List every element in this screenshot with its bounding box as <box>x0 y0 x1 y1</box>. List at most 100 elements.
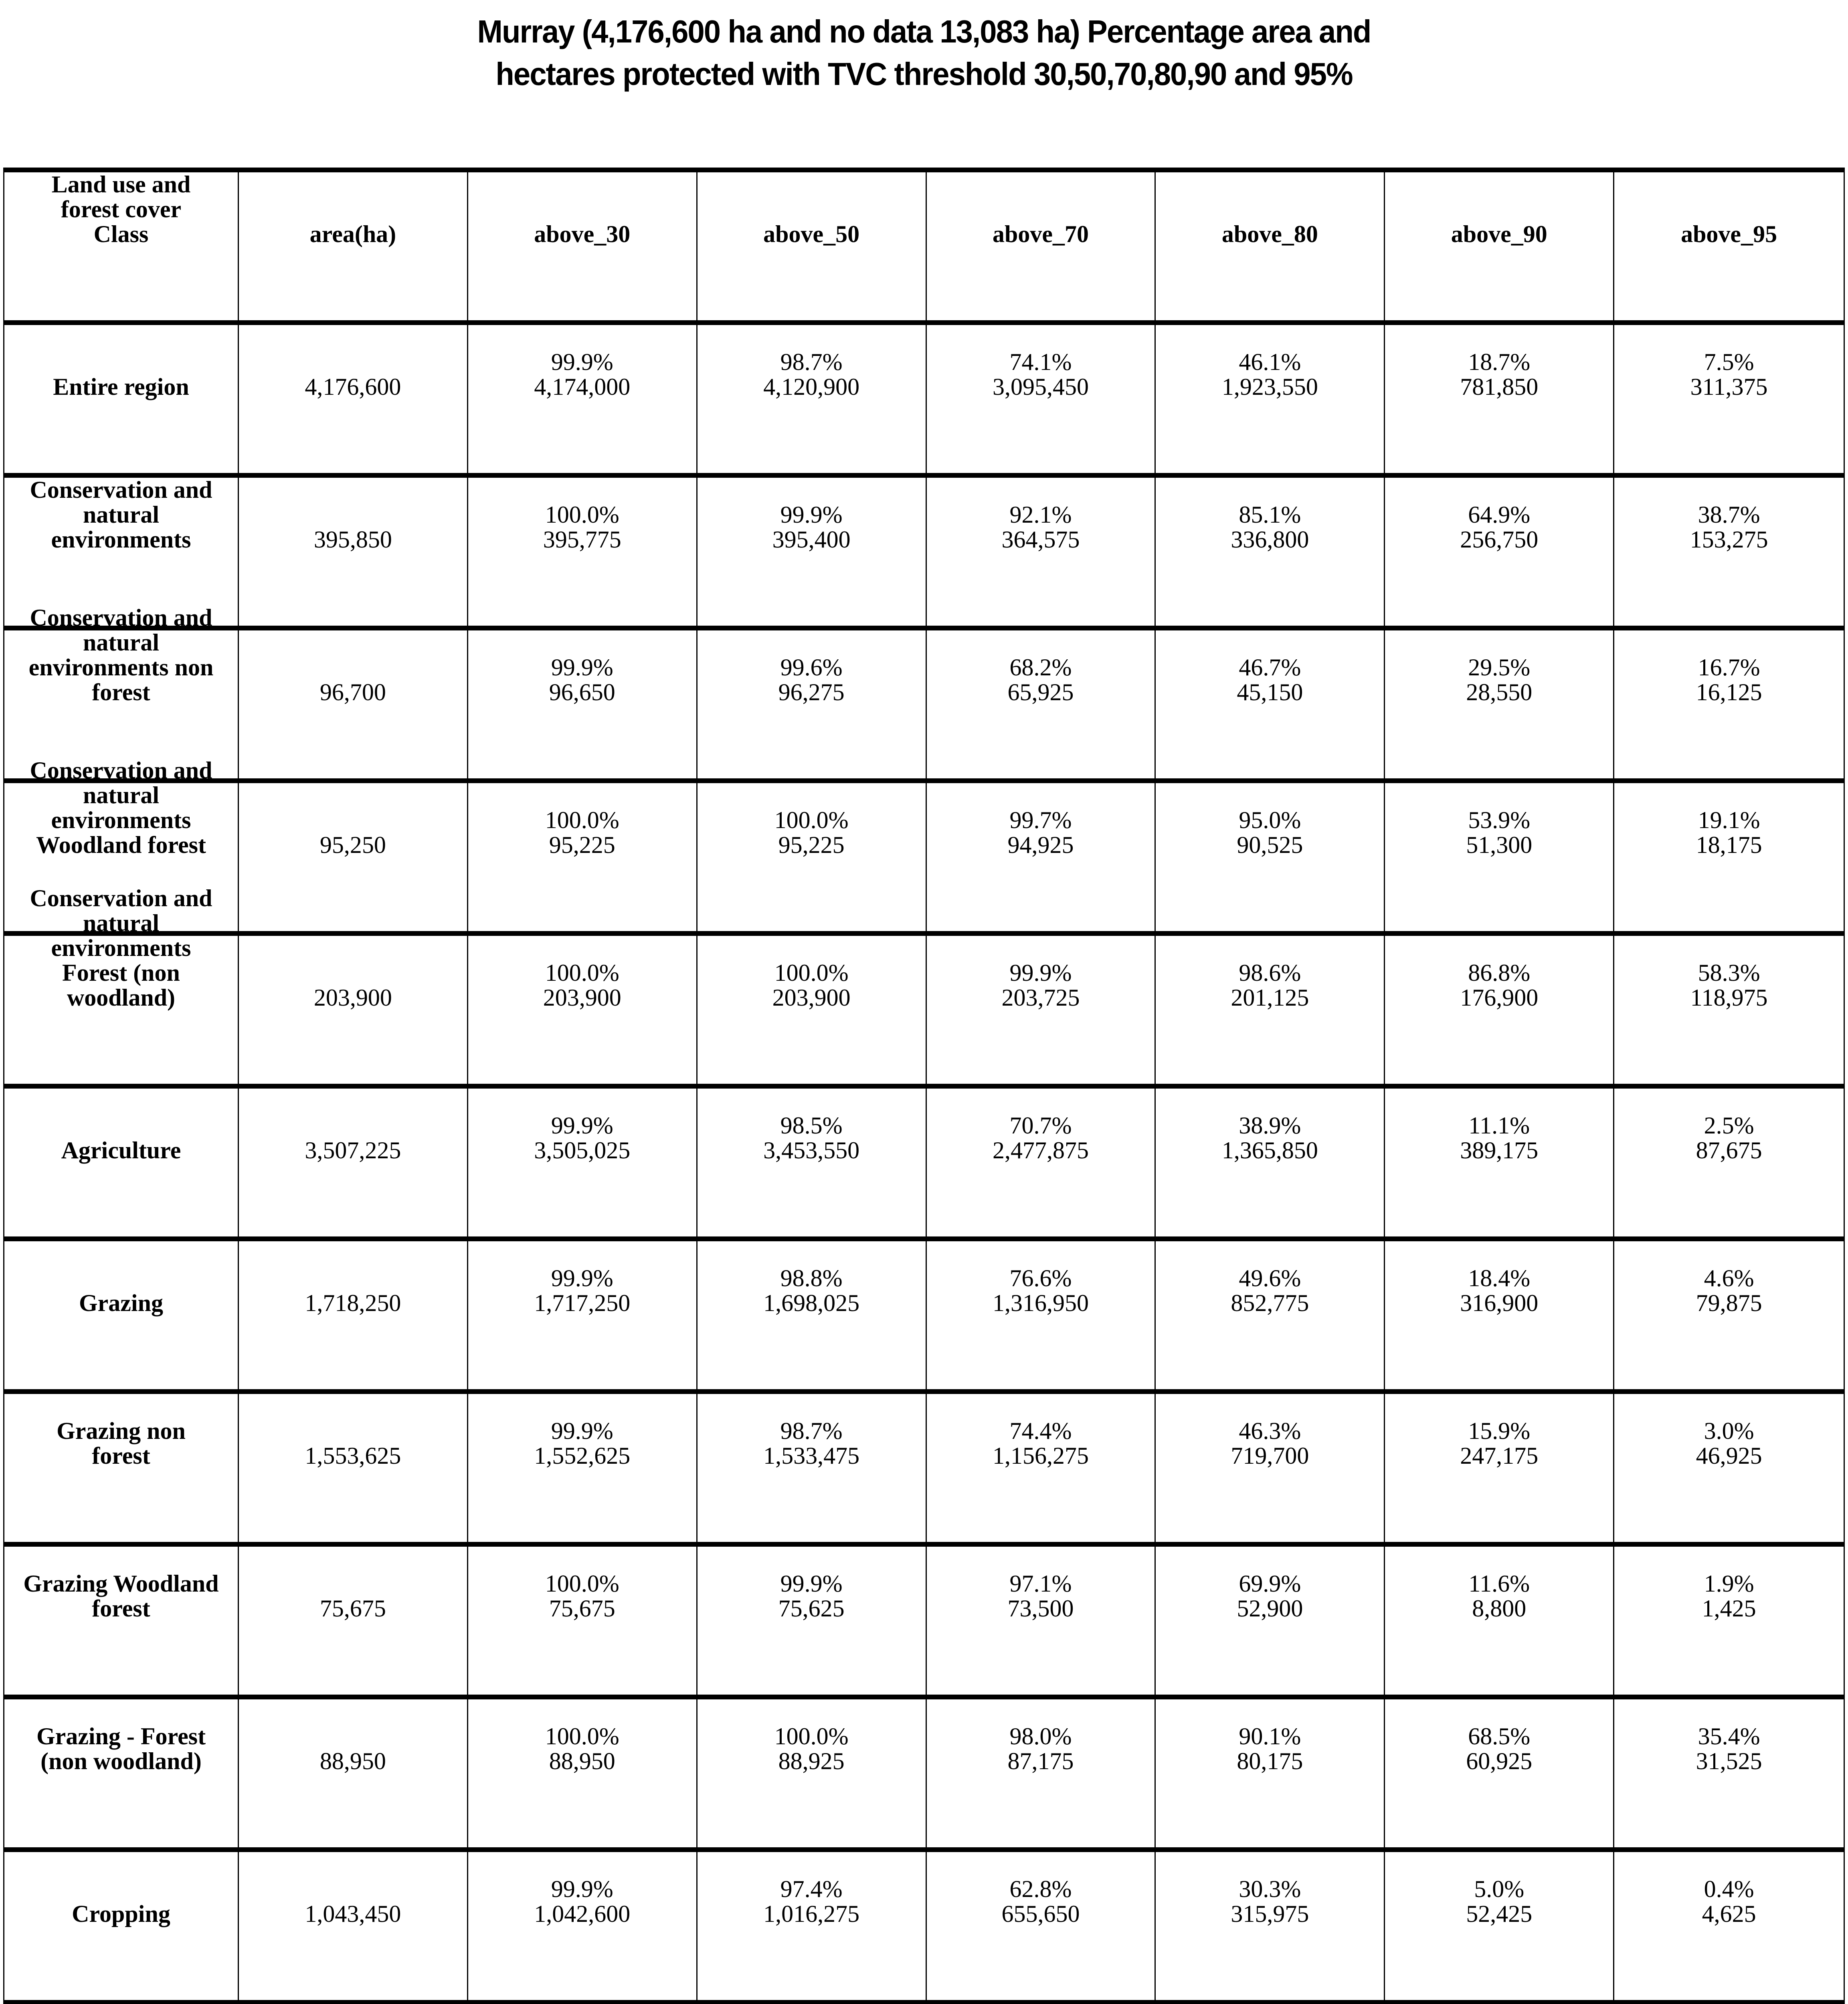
column-header-text: above_80 <box>1221 221 1318 247</box>
data-cell-text: 11.6% 8,800 <box>1468 1570 1530 1622</box>
data-cell: 46.1% 1,923,550 <box>1156 325 1385 473</box>
data-cell-text: 5.0% 52,425 <box>1466 1876 1533 1927</box>
data-cell: 38.9% 1,365,850 <box>1156 1089 1385 1236</box>
column-header: above_30 <box>468 172 698 320</box>
data-cell: 74.4% 1,156,275 <box>927 1394 1156 1542</box>
data-cell-text: 98.8% 1,698,025 <box>763 1265 860 1316</box>
row-label-text: Grazing Woodland forest <box>23 1570 219 1622</box>
data-cell-text: 99.9% 203,725 <box>1001 960 1080 1011</box>
data-cell-text: 98.5% 3,453,550 <box>763 1112 860 1164</box>
data-cell-text: 64.9% 256,750 <box>1460 501 1539 553</box>
table-row: Grazing non forest 1,553,625 99.9% 1,552,6… <box>3 1389 1845 1542</box>
table-row: Conservation and natural environments 395… <box>3 473 1845 626</box>
row-label: Grazing non forest <box>4 1394 239 1542</box>
data-cell-text: 99.9% 4,174,000 <box>534 349 631 400</box>
data-cell: 38.7% 153,275 <box>1614 478 1844 626</box>
data-cell: 100.0% 75,675 <box>468 1547 698 1695</box>
data-cell: 99.9% 1,717,250 <box>468 1241 698 1389</box>
row-label-text: Cropping <box>72 1901 170 1927</box>
column-header: area(ha) <box>239 172 468 320</box>
table-row: Cropping 1,043,450 99.9% 1,042,600 97.4% 1,… <box>3 1847 1845 2000</box>
data-cell: 7.5% 311,375 <box>1614 325 1844 473</box>
data-cell: 99.9% 4,174,000 <box>468 325 698 473</box>
data-cell-text: 3.0% 46,925 <box>1696 1418 1762 1469</box>
data-cell-text: 97.4% 1,016,275 <box>763 1876 860 1927</box>
row-label-text: Grazing <box>79 1290 163 1316</box>
area-cell: 3,507,225 <box>239 1089 468 1236</box>
area-cell-text: 96,700 <box>319 679 386 705</box>
row-label-text: Entire region <box>53 374 189 400</box>
column-header-class: Land use and forest cover Class <box>4 172 239 320</box>
data-cell-text: 76.6% 1,316,950 <box>992 1265 1089 1316</box>
row-label: Grazing - Forest (non woodland) <box>4 1699 239 1847</box>
area-cell: 95,250 <box>239 783 468 931</box>
data-cell-text: 85.1% 336,800 <box>1231 501 1309 553</box>
data-cell: 11.1% 389,175 <box>1385 1089 1615 1236</box>
data-cell-text: 62.8% 655,650 <box>1001 1876 1080 1927</box>
data-cell-text: 2.5% 87,675 <box>1696 1112 1762 1164</box>
report-title: Murray (4,176,600 ha and no data 13,083 … <box>0 10 1848 95</box>
data-cell: 64.9% 256,750 <box>1385 478 1615 626</box>
column-header-text: area(ha) <box>309 221 396 247</box>
data-cell: 92.1% 364,575 <box>927 478 1156 626</box>
data-cell-text: 46.1% 1,923,550 <box>1221 349 1318 400</box>
data-cell: 99.9% 1,042,600 <box>468 1852 698 2000</box>
data-cell-text: 19.1% 18,175 <box>1696 807 1762 858</box>
row-label-text: Conservation and natural environments <box>30 477 212 553</box>
data-cell: 99.6% 96,275 <box>698 630 927 778</box>
data-cell-text: 98.0% 87,175 <box>1007 1723 1074 1774</box>
data-cell: 100.0% 203,900 <box>468 936 698 1084</box>
data-cell: 18.4% 316,900 <box>1385 1241 1615 1389</box>
row-label-text: Conservation and natural environments no… <box>28 604 214 705</box>
data-cell-text: 99.9% 96,650 <box>549 654 615 705</box>
land-use-table: Land use and forest cover Class area(ha) a… <box>3 168 1845 2004</box>
area-cell: 4,176,600 <box>239 325 468 473</box>
data-cell-text: 46.7% 45,150 <box>1237 654 1303 705</box>
header-row: Land use and forest cover Class area(ha) a… <box>3 168 1845 320</box>
data-cell: 100.0% 88,925 <box>698 1699 927 1847</box>
report-title-line2: hectares protected with TVC threshold 30… <box>495 56 1353 92</box>
table-row: Grazing - Forest (non woodland) 88,950 100… <box>3 1695 1845 1847</box>
data-cell: 3.0% 46,925 <box>1614 1394 1844 1542</box>
data-cell: 46.7% 45,150 <box>1156 630 1385 778</box>
column-header: above_90 <box>1385 172 1615 320</box>
data-cell: 100.0% 88,950 <box>468 1699 698 1847</box>
row-label: Grazing Woodland forest <box>4 1547 239 1695</box>
data-cell: 98.7% 1,533,475 <box>698 1394 927 1542</box>
row-label-text: Agriculture <box>61 1137 181 1164</box>
data-cell: 98.5% 3,453,550 <box>698 1089 927 1236</box>
data-cell: 70.7% 2,477,875 <box>927 1089 1156 1236</box>
area-cell: 88,950 <box>239 1699 468 1847</box>
data-cell: 100.0% 395,775 <box>468 478 698 626</box>
data-cell: 98.7% 4,120,900 <box>698 325 927 473</box>
data-cell: 19.1% 18,175 <box>1614 783 1844 931</box>
data-cell: 99.9% 395,400 <box>698 478 927 626</box>
data-cell-text: 29.5% 28,550 <box>1466 654 1533 705</box>
data-cell-text: 15.9% 247,175 <box>1460 1418 1539 1469</box>
data-cell: 62.8% 655,650 <box>927 1852 1156 2000</box>
table-row: Conservation and natural environments Fo… <box>3 886 1845 1084</box>
data-cell-text: 99.9% 1,717,250 <box>534 1265 631 1316</box>
data-cell-text: 35.4% 31,525 <box>1696 1723 1762 1774</box>
data-cell: 85.1% 336,800 <box>1156 478 1385 626</box>
data-cell-text: 99.9% 1,552,625 <box>534 1418 631 1469</box>
data-cell: 100.0% 203,900 <box>698 936 927 1084</box>
data-cell: 100.0% 95,225 <box>698 783 927 931</box>
area-cell: 1,718,250 <box>239 1241 468 1389</box>
data-cell-text: 99.9% 75,625 <box>778 1570 845 1622</box>
data-cell: 68.5% 60,925 <box>1385 1699 1615 1847</box>
row-label: Conservation and natural environments <box>4 477 239 626</box>
data-cell: 4.6% 79,875 <box>1614 1241 1844 1389</box>
area-cell: 395,850 <box>239 478 468 626</box>
data-cell-text: 38.9% 1,365,850 <box>1221 1112 1318 1164</box>
data-cell-text: 100.0% 395,775 <box>543 501 621 553</box>
table-row: Agriculture 3,507,225 99.9% 3,505,025 98.5%… <box>3 1084 1845 1236</box>
data-cell-text: 58.3% 118,975 <box>1690 960 1768 1011</box>
data-cell: 97.1% 73,500 <box>927 1547 1156 1695</box>
data-cell-text: 92.1% 364,575 <box>1001 501 1080 553</box>
area-cell-text: 203,900 <box>313 984 392 1011</box>
data-cell-text: 98.6% 201,125 <box>1231 960 1309 1011</box>
data-cell-text: 99.9% 3,505,025 <box>534 1112 631 1164</box>
data-cell-text: 74.4% 1,156,275 <box>992 1418 1089 1469</box>
